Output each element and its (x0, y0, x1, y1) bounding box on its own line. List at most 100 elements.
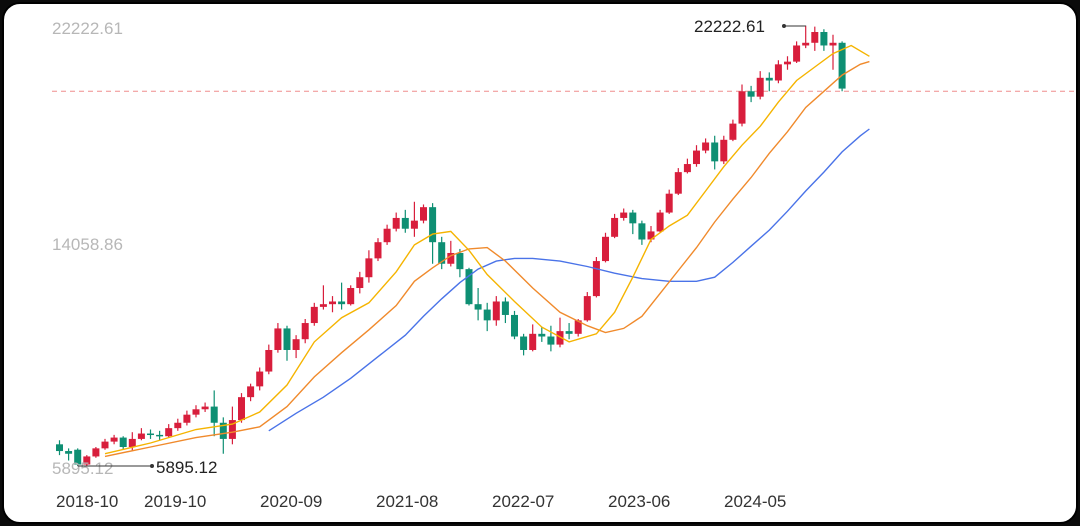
x-tick-2: 2020-09 (260, 492, 322, 511)
candle-body (765, 77, 773, 81)
candle-body (820, 31, 828, 46)
ma-mid-line (104, 60, 870, 458)
max-annotation: 22222.61 (694, 17, 765, 36)
candle-body (702, 142, 710, 151)
candle-body (574, 320, 582, 334)
candle-body (228, 420, 236, 439)
min-annotation: 5895.12 (156, 458, 217, 477)
max-annotation-dot (782, 24, 786, 28)
candle-body (392, 217, 400, 229)
x-tick-1: 2019-10 (144, 492, 206, 511)
candle-body (538, 333, 546, 337)
candle-body (511, 314, 518, 337)
candle-body (292, 339, 300, 350)
candle-body (483, 309, 491, 321)
candle-body (647, 231, 655, 240)
candle-body (410, 220, 418, 229)
candle-body (56, 444, 63, 452)
candle-body (811, 31, 819, 43)
candle-body (347, 288, 355, 305)
candle-body (556, 331, 564, 345)
candle-body (401, 217, 409, 229)
candle-body (247, 386, 255, 398)
candle-body (147, 433, 154, 436)
candle-body (238, 397, 245, 421)
candle-body (219, 422, 227, 439)
candle-body (156, 434, 164, 437)
candle-body (101, 441, 109, 449)
candle-body (165, 428, 173, 437)
candle-body (137, 433, 145, 439)
candle-body (365, 258, 373, 278)
candle-body (674, 172, 682, 194)
candle-body (611, 217, 619, 237)
candle-body (192, 409, 200, 415)
candle-body (547, 336, 555, 345)
candle-body (729, 123, 737, 140)
candle-body (629, 212, 637, 224)
candle-body (492, 301, 500, 321)
candle-body (83, 456, 91, 465)
candle-body (356, 277, 364, 289)
candle-body (638, 223, 646, 240)
candle-body (693, 150, 700, 165)
candle-body (429, 207, 437, 243)
candle-body (656, 212, 664, 232)
candle-body (128, 438, 136, 448)
candle-body (620, 212, 628, 218)
y-tick-max: 22222.61 (52, 19, 123, 38)
ma-short-line (104, 44, 870, 455)
candle-body (265, 349, 273, 372)
y-tick-mid: 14058.86 (52, 235, 123, 254)
candle-body (565, 331, 573, 334)
min-annotation-dot (150, 464, 154, 468)
candle-body (119, 437, 127, 448)
candlestick-chart: 22222.61 14058.86 5895.12 2018-10 2019-1… (52, 17, 1076, 511)
candle-body (520, 336, 528, 350)
candle-body (210, 406, 218, 423)
candle-body (756, 77, 764, 97)
candle-body (802, 42, 810, 46)
candle-body (602, 236, 609, 262)
candle-body (665, 193, 673, 213)
candle-body (529, 333, 537, 350)
x-tick-4: 2022-07 (492, 492, 554, 511)
candle-body (711, 142, 719, 162)
candle-body (256, 371, 264, 387)
candle-body (720, 139, 728, 162)
candle-body (310, 306, 318, 324)
candle-body (383, 228, 391, 243)
candle-body (501, 301, 509, 315)
candle-body (774, 64, 782, 81)
candle-body (474, 304, 482, 310)
candle-body (183, 414, 191, 423)
candle-body (583, 296, 591, 321)
candle-body (338, 301, 346, 305)
candle-body (456, 252, 464, 270)
candle-body (683, 164, 691, 173)
candle-body (829, 42, 837, 46)
candle-body (283, 328, 291, 350)
candle-body (838, 42, 846, 89)
candles (56, 26, 846, 467)
candle-body (784, 61, 791, 65)
candle-body (793, 45, 801, 62)
candle-body (747, 91, 755, 97)
candle-body (329, 301, 336, 305)
candle-body (301, 323, 309, 340)
ma-long-line (268, 128, 870, 432)
candle-body (319, 304, 327, 307)
candle-body (438, 242, 446, 264)
x-tick-6: 2024-05 (724, 492, 786, 511)
candle-body (201, 406, 209, 410)
candle-body (447, 252, 455, 264)
candle-body (592, 261, 600, 297)
candle-body (110, 437, 118, 442)
candle-body (65, 451, 73, 454)
candle-body (74, 449, 82, 465)
x-tick-3: 2021-08 (376, 492, 438, 511)
y-tick-min: 5895.12 (52, 459, 113, 478)
x-tick-0: 2018-10 (56, 492, 118, 511)
candle-body (274, 328, 282, 350)
x-tick-5: 2023-06 (608, 492, 670, 511)
